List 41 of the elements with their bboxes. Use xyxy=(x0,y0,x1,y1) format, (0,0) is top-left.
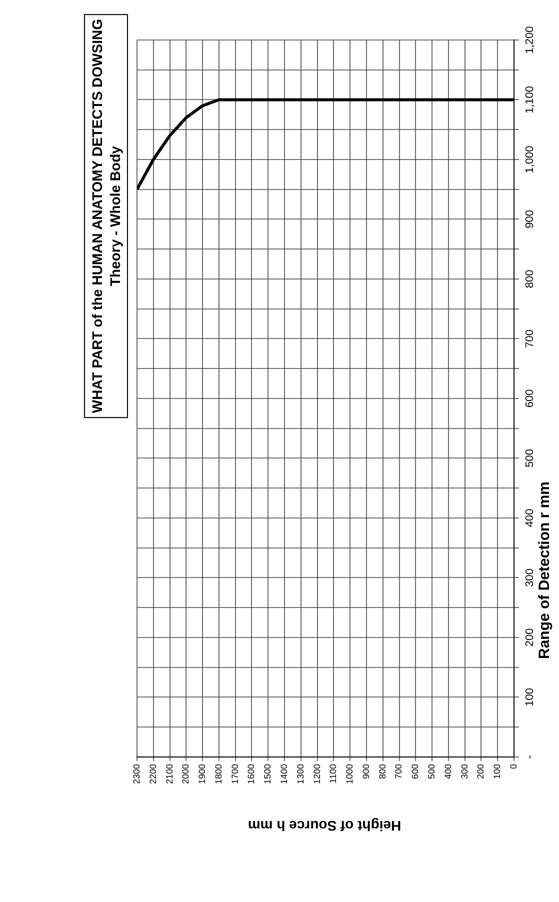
x-tick-label: 2200 xyxy=(148,764,158,784)
x-tick-label: 1400 xyxy=(279,764,290,784)
x-tick-label: 900 xyxy=(360,764,371,780)
x-tick-label: 600 xyxy=(410,764,420,780)
y-tick-label: 300 xyxy=(524,568,536,587)
x-tick-label: 700 xyxy=(394,764,404,780)
x-tick-label: 1300 xyxy=(295,764,306,784)
x-tick-label: 300 xyxy=(459,764,470,780)
y-tick-label: 400 xyxy=(524,508,536,528)
x-tick-label: 2100 xyxy=(164,764,174,784)
y-tick-label: 1,000 xyxy=(524,146,536,174)
x-axis-title: Height of Source h mm xyxy=(246,818,402,834)
y-tick-label: 1,100 xyxy=(524,86,536,114)
x-tick-label: 1800 xyxy=(213,764,224,784)
x-tick-label: 1700 xyxy=(230,764,240,784)
x-tick-label: 1200 xyxy=(312,764,322,784)
y-tick-label: 900 xyxy=(524,210,536,228)
x-tick-label: 200 xyxy=(476,764,486,780)
x-tick-label: 800 xyxy=(377,764,388,780)
x-tick-label: 1100 xyxy=(328,764,338,784)
y-tick-label: - xyxy=(524,754,536,759)
y-tick-label: 100 xyxy=(524,688,536,706)
x-tick-label: 1500 xyxy=(262,764,273,784)
x-tick-label: 500 xyxy=(426,764,437,780)
x-tick-label: 400 xyxy=(442,764,453,780)
y-tick-label: 1,200 xyxy=(524,26,536,54)
x-tick-label: 1900 xyxy=(197,764,208,784)
y-tick-label: 700 xyxy=(524,330,536,348)
text: WHAT PART of the HUMAN ANATOMY DETECTS DOWSING xyxy=(88,19,106,414)
x-tick-label: 100 xyxy=(492,764,502,780)
y-tick-label: 800 xyxy=(524,270,536,288)
x-tick-label: 2000 xyxy=(180,764,191,784)
y-axis-title: Range of Detection r mm xyxy=(536,480,553,661)
text: Theory - Whole Body xyxy=(106,145,124,288)
x-tick-label: 1600 xyxy=(246,764,256,784)
y-tick-label: 200 xyxy=(524,628,536,647)
x-tick-label: 0 xyxy=(508,764,518,769)
x-tick-label: 1000 xyxy=(344,764,355,784)
y-tick-label: 600 xyxy=(524,389,536,408)
y-tick-label: 500 xyxy=(524,449,536,468)
x-tick-label: 2300 xyxy=(131,764,142,784)
